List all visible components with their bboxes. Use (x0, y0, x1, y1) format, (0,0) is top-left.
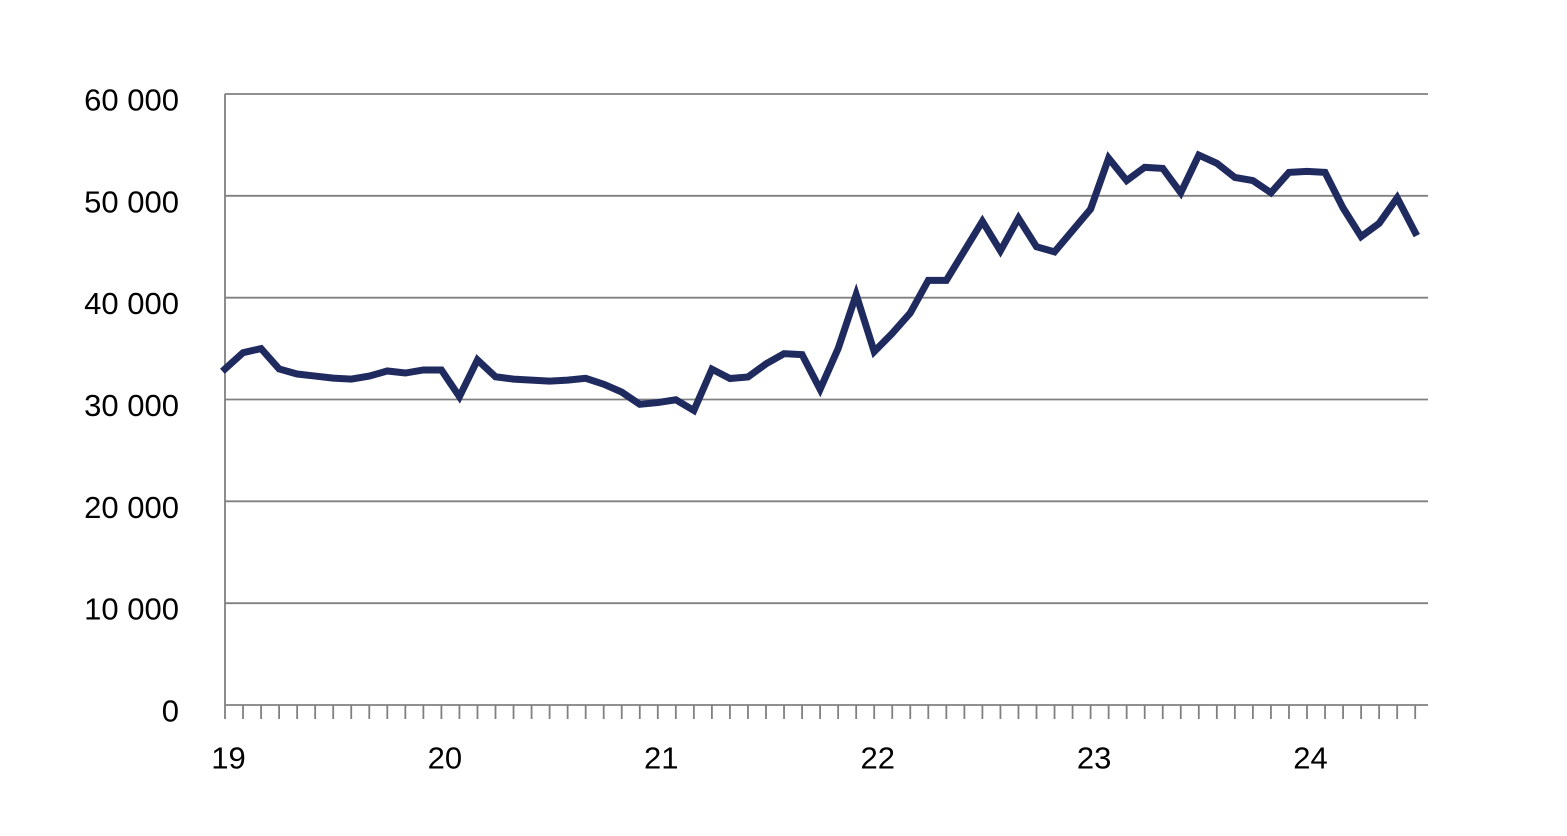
svg-text:50 000: 50 000 (84, 184, 179, 219)
svg-text:10 000: 10 000 (84, 592, 179, 627)
svg-text:20 000: 20 000 (84, 490, 179, 525)
svg-text:24: 24 (1293, 741, 1327, 776)
svg-text:20: 20 (428, 741, 462, 776)
svg-text:21: 21 (644, 741, 678, 776)
svg-text:60 000: 60 000 (84, 83, 179, 118)
svg-text:30 000: 30 000 (84, 388, 179, 423)
svg-text:23: 23 (1077, 741, 1111, 776)
svg-text:19: 19 (211, 741, 245, 776)
svg-text:40 000: 40 000 (84, 286, 179, 321)
svg-text:0: 0 (162, 694, 179, 729)
svg-text:22: 22 (860, 741, 894, 776)
